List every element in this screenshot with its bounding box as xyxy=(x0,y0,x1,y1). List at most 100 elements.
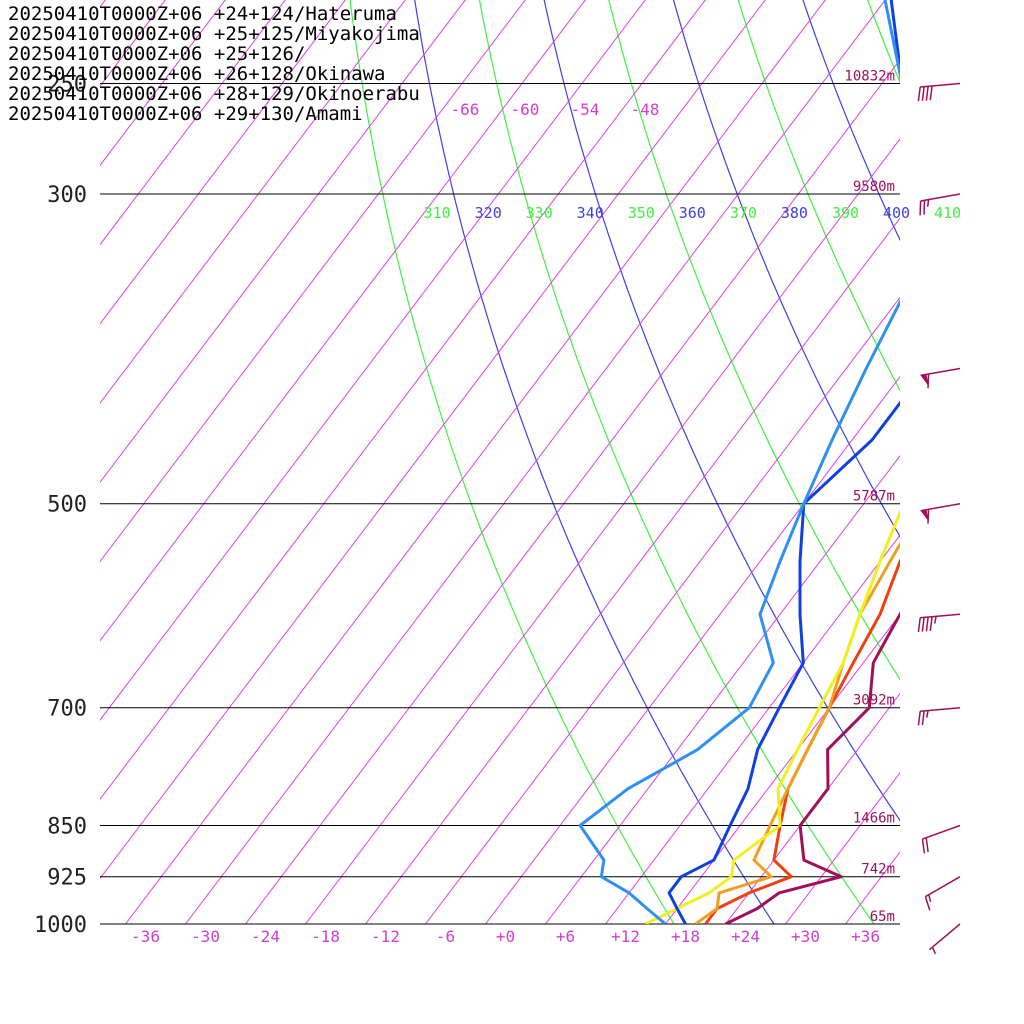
temperature-tick-label: +6 xyxy=(556,927,575,946)
height-label-1000: 65m xyxy=(870,909,895,925)
series-line-4 xyxy=(667,0,900,924)
wind-barb xyxy=(917,82,961,102)
wind-barb xyxy=(920,502,961,524)
isotherm-line xyxy=(100,0,646,721)
pressure-label-700: 700 xyxy=(47,697,87,722)
isotherm-top-label: -66 xyxy=(450,100,479,119)
pressure-label-925: 925 xyxy=(47,866,87,891)
dry-adiabat-290 xyxy=(349,0,675,924)
legend-entry-okinawa: 20250410T0000Z+06 +26+128/Okinawa xyxy=(8,63,386,85)
temperature-tick-label: +36 xyxy=(851,927,880,946)
isotherm-line xyxy=(100,0,106,8)
axis-labels: 10016464m15014098m20012304m25010832m3009… xyxy=(34,69,961,947)
pressure-label-500: 500 xyxy=(47,493,87,518)
theta-label-400: 400 xyxy=(883,204,910,222)
theta-label-340: 340 xyxy=(577,204,604,222)
theta-label-370: 370 xyxy=(730,204,757,222)
height-label-700: 3092m xyxy=(853,693,895,709)
sounding-profiles xyxy=(578,0,900,924)
isotherm-line xyxy=(966,0,1024,924)
isotherm-line xyxy=(100,0,406,404)
dry-adiabat-310 xyxy=(478,0,875,924)
legend-entry-amami: 20250410T0000Z+06 +29+130/Amami xyxy=(8,103,363,125)
wind-barb xyxy=(920,367,961,389)
temperature-tick-label: -18 xyxy=(311,927,340,946)
temperature-tick-label: -30 xyxy=(191,927,220,946)
isotherm-line xyxy=(100,0,346,325)
temperature-tick-label: +0 xyxy=(496,927,515,946)
isotherm-line xyxy=(665,613,900,924)
isotherm-line xyxy=(845,851,900,924)
dry-adiabat-430 xyxy=(998,0,1024,924)
isotherm-line xyxy=(245,58,900,924)
isotherm-line xyxy=(100,0,586,642)
temperature-tick-label: -12 xyxy=(371,927,400,946)
wind-barb xyxy=(924,876,961,911)
temperature-tick-label: +12 xyxy=(611,927,640,946)
series-line-2 xyxy=(694,541,900,924)
isotherm-line xyxy=(605,534,900,924)
isotherm-line xyxy=(100,0,766,880)
series-line-3 xyxy=(644,508,900,924)
isotherm-line xyxy=(100,0,706,801)
isotherm-line xyxy=(425,296,900,924)
isotherm-top-label: -54 xyxy=(570,100,599,119)
isotherm-top-label: -60 xyxy=(510,100,539,119)
temperature-tick-label: +18 xyxy=(671,927,700,946)
isotherm-line xyxy=(100,0,166,87)
series-line-5 xyxy=(578,0,900,924)
dry-adiabat-380 xyxy=(769,0,1024,924)
height-label-925: 742m xyxy=(861,862,895,878)
isotherm-line xyxy=(100,0,286,246)
wind-barb xyxy=(917,706,961,726)
legend-entry-miyakojima: 20250410T0000Z+06 +25+125/Miyakojima xyxy=(8,23,420,45)
theta-label-390: 390 xyxy=(832,204,859,222)
dry-adiabats xyxy=(349,0,1024,924)
height-label-850: 1466m xyxy=(853,811,895,827)
temperature-tick-label: -36 xyxy=(131,927,160,946)
theta-label-410: 410 xyxy=(934,204,961,222)
wind-barb xyxy=(917,613,961,633)
theta-label-310: 310 xyxy=(424,204,451,222)
theta-label-380: 380 xyxy=(781,204,808,222)
height-label-300: 9580m xyxy=(853,179,895,195)
series-line-0 xyxy=(724,611,900,924)
dry-adiabat-350 xyxy=(737,0,900,392)
height-label-250: 10832m xyxy=(844,69,895,85)
isotherm-line xyxy=(100,0,226,167)
isotherm-line xyxy=(485,375,900,924)
temperature-tick-label: +30 xyxy=(791,927,820,946)
wind-barbs xyxy=(917,82,961,955)
legend-entry-okinoerabu: 20250410T0000Z+06 +28+129/Okinoerabu xyxy=(8,83,420,105)
dry-adiabat-330 xyxy=(608,0,900,681)
isotherm-line xyxy=(365,217,900,924)
wind-barb xyxy=(919,193,961,216)
isotherms xyxy=(100,0,1024,924)
wind-barb xyxy=(928,923,961,955)
theta-label-360: 360 xyxy=(679,204,706,222)
series-line-1 xyxy=(704,558,900,924)
legend-entry-station-126: 20250410T0000Z+06 +25+126/ xyxy=(8,43,306,65)
dry-adiabat-360 xyxy=(802,0,900,242)
isotherm-line xyxy=(906,0,1024,924)
pressure-label-1000: 1000 xyxy=(34,913,87,938)
isotherm-line xyxy=(100,0,466,484)
dry-adiabat-420 xyxy=(953,0,1024,924)
temperature-tick-label: -6 xyxy=(436,927,455,946)
isotherm-line xyxy=(185,0,886,924)
isotherm-top-label: -48 xyxy=(630,100,659,119)
dry-adiabat-370 xyxy=(867,0,900,84)
theta-label-350: 350 xyxy=(628,204,655,222)
pressure-label-300: 300 xyxy=(47,183,87,208)
isotherm-line xyxy=(545,455,900,924)
temperature-tick-label: +24 xyxy=(731,927,760,946)
theta-label-320: 320 xyxy=(475,204,502,222)
dry-adiabat-400 xyxy=(861,0,1024,924)
isotherm-line xyxy=(125,0,826,924)
dry-adiabat-340 xyxy=(672,0,900,538)
legend-entry-hateruma: 20250410T0000Z+06 +24+124/Hateruma xyxy=(8,3,397,25)
legend: 20250410T0000Z+06 +24+124/Hateruma 20250… xyxy=(8,4,420,124)
dry-adiabat-300 xyxy=(414,0,775,924)
temperature-tick-label: -24 xyxy=(251,927,280,946)
